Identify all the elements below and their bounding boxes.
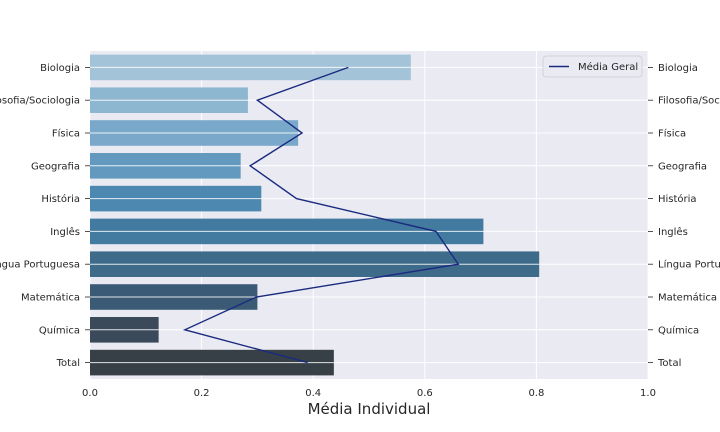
left-tick-label: Física xyxy=(52,128,80,140)
x-tick-label: 1.0 xyxy=(640,388,656,399)
legend-label: Média Geral xyxy=(578,61,638,73)
right-tick-label: Língua Portuguesa xyxy=(658,259,720,271)
x-axis-tick-labels: 0.0 0.2 0.4 0.6 0.8 1.0 xyxy=(82,388,656,399)
x-tick-label: 0.8 xyxy=(528,388,544,399)
right-tick-label: Total xyxy=(657,358,681,369)
bars xyxy=(90,54,540,376)
left-tick-label: Filosofia/Sociologia xyxy=(0,96,80,107)
left-tick-label: Inglês xyxy=(50,226,80,238)
legend-box xyxy=(542,55,643,78)
x-tick-label: 0.0 xyxy=(82,388,98,399)
media-geral-line xyxy=(182,66,460,364)
left-tick-label: Biologia xyxy=(40,63,80,74)
left-tick-label: Matemática xyxy=(21,292,80,304)
x-axis-title: Média Individual xyxy=(308,400,431,418)
left-tick-label: Total xyxy=(56,358,80,369)
x-tick-label: 0.6 xyxy=(417,388,433,399)
legend: Média Geral xyxy=(542,55,643,78)
left-tick-label: Geografia xyxy=(31,161,80,172)
left-tick-label: História xyxy=(41,193,80,205)
right-tick-label: Matemática xyxy=(658,292,717,304)
right-tick-label: Geografia xyxy=(658,161,707,172)
x-tick-label: 0.2 xyxy=(194,388,210,399)
left-category-labels: Biologia Filosofia/Sociologia Física Geogra… xyxy=(0,63,90,369)
right-tick-label: Biologia xyxy=(658,63,698,74)
right-tick-label: História xyxy=(658,193,697,205)
left-tick-label: Língua Portuguesa xyxy=(0,259,80,271)
left-tick-label: Química xyxy=(39,324,80,336)
x-tick-label: 0.4 xyxy=(305,388,321,399)
right-tick-label: Inglês xyxy=(658,226,688,238)
right-tick-label: Química xyxy=(658,324,699,336)
right-category-labels: Biologia Filosofia/Sociologia Física Geogra… xyxy=(648,63,720,369)
right-tick-label: Filosofia/Sociologia xyxy=(658,96,720,107)
right-tick-label: Física xyxy=(658,128,686,140)
